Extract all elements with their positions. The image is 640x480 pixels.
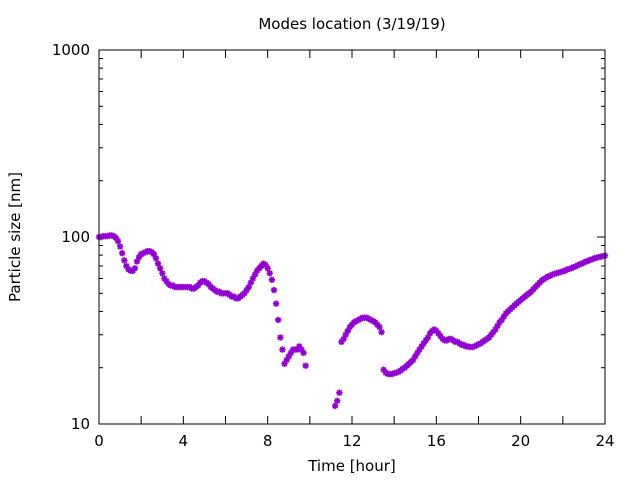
data-point — [114, 237, 122, 245]
data-point — [264, 265, 271, 272]
data-point — [159, 270, 166, 277]
data-point — [302, 362, 309, 369]
data-point — [409, 356, 417, 364]
data-point — [270, 286, 278, 294]
y-tick-label: 1000 — [52, 41, 90, 59]
data-point — [437, 332, 444, 340]
data-point — [194, 282, 202, 289]
data-point — [412, 353, 419, 360]
y-tick-label: 100 — [61, 228, 90, 246]
data-point — [112, 234, 120, 242]
data-point — [340, 335, 347, 343]
data-point — [146, 247, 153, 255]
data-point — [251, 271, 259, 278]
data-point — [334, 397, 341, 405]
x-axis-label: Time [hour] — [307, 457, 396, 475]
x-tick-label: 24 — [595, 432, 614, 450]
data-point — [388, 370, 396, 378]
data-point — [279, 346, 286, 353]
data-point — [376, 323, 383, 331]
x-tick-label: 16 — [427, 432, 446, 450]
data-point — [116, 243, 124, 250]
data-point — [104, 232, 111, 240]
data-point — [414, 349, 421, 357]
data-point — [266, 270, 273, 277]
y-axis-label: Particle size [nm] — [6, 172, 24, 302]
data-point — [152, 255, 160, 262]
data-point — [135, 253, 143, 261]
data-point — [156, 265, 164, 272]
data-point — [494, 322, 501, 330]
data-point — [338, 338, 345, 346]
data-point — [285, 353, 292, 360]
data-point — [498, 316, 505, 324]
data-point — [433, 327, 440, 335]
data-point — [336, 389, 343, 396]
data-point — [393, 369, 400, 376]
data-point — [342, 331, 349, 338]
data-point — [281, 360, 288, 367]
data-point — [142, 248, 149, 256]
data-point — [249, 275, 257, 282]
chart-title: Modes location (3/19/19) — [258, 15, 445, 33]
data-point — [262, 261, 269, 269]
x-tick-label: 20 — [511, 432, 530, 450]
data-point — [161, 275, 168, 282]
data-point — [500, 313, 507, 320]
x-tick-label: 4 — [179, 432, 189, 450]
data-point — [121, 257, 128, 264]
data-point — [131, 265, 139, 272]
data-point — [435, 330, 442, 337]
data-point — [123, 262, 130, 270]
data-point — [418, 343, 425, 350]
data-point — [424, 334, 432, 341]
data-point — [118, 249, 126, 257]
data-point — [205, 280, 212, 288]
data-point — [471, 343, 478, 350]
data-point — [380, 366, 387, 373]
data-point — [475, 341, 482, 348]
data-point — [420, 340, 427, 347]
data-point — [275, 316, 282, 324]
data-point — [133, 258, 141, 265]
data-point — [331, 402, 339, 410]
data-point — [296, 343, 303, 350]
x-tick-label: 0 — [94, 432, 104, 450]
data-point — [344, 327, 351, 335]
y-tick-label: 10 — [71, 415, 90, 433]
data-point — [247, 279, 255, 286]
data-point — [487, 331, 495, 338]
data-point — [154, 260, 162, 267]
data-point — [245, 283, 252, 291]
x-tick-label: 12 — [342, 432, 361, 450]
data-point — [277, 334, 284, 341]
data-point — [485, 334, 493, 341]
data-point — [150, 250, 158, 258]
data-point — [287, 349, 295, 357]
data-point — [298, 346, 305, 353]
data-point — [490, 328, 497, 336]
data-point — [241, 290, 248, 297]
data-point — [283, 356, 290, 364]
data-point — [293, 346, 301, 353]
data-point — [378, 328, 385, 336]
data-point — [300, 349, 307, 357]
data-point — [163, 278, 170, 285]
data-point — [272, 300, 280, 307]
data-point — [422, 337, 429, 344]
data-point — [268, 276, 276, 284]
plot-frame — [98, 49, 606, 425]
axes: 0 4 8 12 16 20 24 10 100 1000 — [52, 41, 615, 450]
x-tick-label: 8 — [263, 432, 273, 450]
data-point — [243, 286, 250, 294]
data-point — [97, 233, 105, 241]
data-point — [416, 346, 423, 353]
data-point — [108, 232, 115, 239]
data-markers — [95, 232, 609, 410]
data-point — [426, 330, 434, 337]
data-point — [492, 326, 499, 333]
